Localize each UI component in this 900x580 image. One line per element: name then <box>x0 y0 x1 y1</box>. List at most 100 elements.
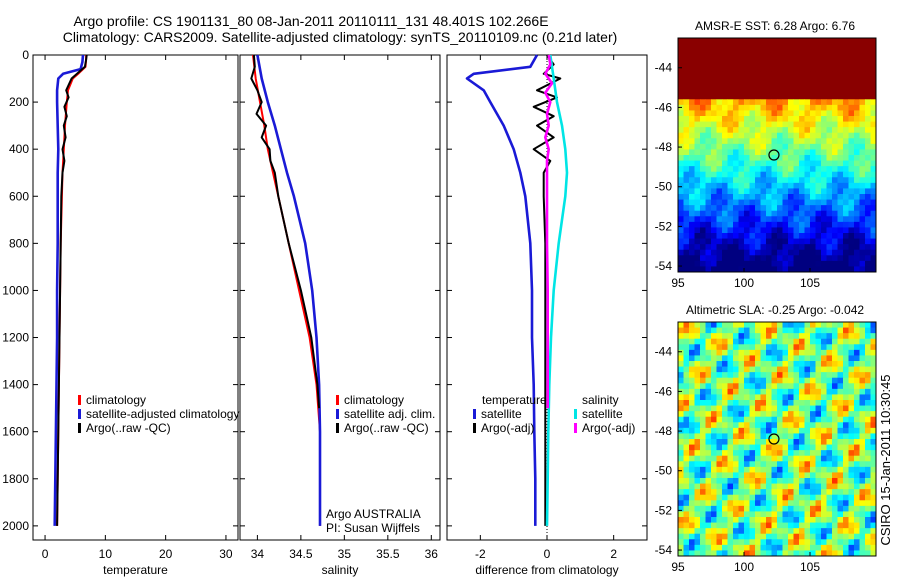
heatmap-cell <box>678 266 684 273</box>
heatmap-cell <box>683 550 690 557</box>
heatmap-cell <box>854 394 860 401</box>
heatmap-cell <box>848 238 855 245</box>
heatmap-cell <box>755 132 761 139</box>
heatmap-cell <box>716 88 723 95</box>
heatmap-cell <box>821 266 827 273</box>
temperature-y-tick-label: 400 <box>9 142 29 156</box>
heatmap-cell <box>694 533 701 540</box>
heatmap-cell <box>854 177 860 184</box>
heatmap-cell <box>826 422 833 429</box>
heatmap-cell <box>771 383 778 390</box>
heatmap-cell <box>804 322 811 328</box>
heatmap-cell <box>766 416 772 423</box>
heatmap-cell <box>832 333 838 340</box>
heatmap-cell <box>782 249 789 256</box>
heatmap-cell <box>777 244 783 251</box>
heatmap-cell <box>694 422 701 429</box>
heatmap-cell <box>793 77 800 83</box>
heatmap-cell <box>832 349 838 356</box>
heatmap-cell <box>694 489 701 496</box>
heatmap-cell <box>804 478 811 484</box>
heatmap-cell <box>865 260 871 267</box>
heatmap-cell <box>678 194 684 200</box>
heatmap-cell <box>722 355 728 362</box>
heatmap-cell <box>821 377 827 384</box>
heatmap-cell <box>738 455 745 462</box>
heatmap-cell <box>678 249 684 256</box>
heatmap-cell <box>843 194 849 200</box>
heatmap-cell <box>711 533 717 540</box>
heatmap-cell <box>821 383 827 390</box>
heatmap-cell <box>843 99 849 106</box>
heatmap-cell <box>837 450 844 457</box>
heatmap-cell <box>799 427 805 434</box>
heatmap-cell <box>689 361 695 367</box>
heatmap-cell <box>711 455 717 462</box>
heatmap-cell <box>738 227 745 234</box>
heatmap-cell <box>782 244 789 251</box>
heatmap-cell <box>826 361 833 367</box>
heatmap-cell <box>848 210 855 217</box>
heatmap-cell <box>865 333 871 340</box>
heatmap-cell <box>678 522 684 529</box>
heatmap-cell <box>689 166 695 173</box>
heatmap-cell <box>848 233 855 239</box>
heatmap-cell <box>837 500 844 507</box>
heatmap-cell <box>733 49 739 56</box>
heatmap-cell <box>854 160 860 167</box>
heatmap-cell <box>854 505 860 512</box>
heatmap-cell <box>815 511 822 518</box>
heatmap-cell <box>749 127 756 134</box>
heatmap-cell <box>766 238 772 245</box>
heatmap-cell <box>689 394 695 401</box>
heatmap-cell <box>870 38 877 44</box>
heatmap-cell <box>771 333 778 340</box>
heatmap-cell <box>711 77 717 83</box>
heatmap-cell <box>755 388 761 395</box>
heatmap-cell <box>832 104 838 111</box>
heatmap-cell <box>760 166 767 173</box>
heatmap-cell <box>799 143 805 150</box>
heatmap-cell <box>804 400 811 406</box>
heatmap-cell <box>700 266 706 273</box>
heatmap-cell <box>788 338 794 345</box>
heatmap-cell <box>760 266 767 273</box>
heatmap-cell <box>859 550 866 557</box>
heatmap-cell <box>843 478 849 484</box>
heatmap-cell <box>793 517 800 523</box>
heatmap-cell <box>678 210 684 217</box>
heatmap-cell <box>799 99 805 106</box>
heatmap-cell <box>678 355 684 362</box>
heatmap-cell <box>865 489 871 496</box>
heatmap-cell <box>722 205 728 212</box>
heatmap-cell <box>826 433 833 440</box>
heatmap-cell <box>678 478 684 484</box>
heatmap-cell <box>760 466 767 473</box>
heatmap-cell <box>689 49 695 56</box>
heatmap-cell <box>832 388 838 395</box>
heatmap-cell <box>744 444 750 451</box>
heatmap-cell <box>870 160 877 167</box>
heatmap-cell <box>722 372 728 379</box>
heatmap-cell <box>782 433 789 440</box>
heatmap-cell <box>859 372 866 379</box>
heatmap-cell <box>683 110 690 117</box>
heatmap-cell <box>678 500 684 507</box>
salinity-x-tick-label: 34 <box>251 547 265 561</box>
heatmap-cell <box>821 355 827 362</box>
heatmap-cell <box>722 500 728 507</box>
heatmap-cell <box>777 500 783 507</box>
heatmap-cell <box>865 99 871 106</box>
heatmap-cell <box>760 372 767 379</box>
heatmap-cell <box>733 244 739 251</box>
heatmap-cell <box>771 71 778 78</box>
heatmap-cell <box>837 505 844 512</box>
heatmap-cell <box>711 54 717 61</box>
heatmap-cell <box>865 199 871 206</box>
heatmap-cell <box>799 472 805 479</box>
heatmap-cell <box>821 38 827 44</box>
heatmap-cell <box>722 517 728 523</box>
heatmap-cell <box>738 260 745 267</box>
heatmap-cell <box>815 327 822 334</box>
